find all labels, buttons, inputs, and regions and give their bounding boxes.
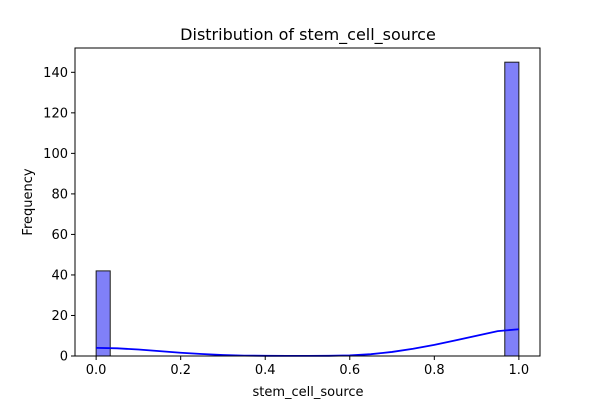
kde-line — [96, 328, 519, 357]
plot-frame — [74, 47, 541, 357]
chart-title: Distribution of stem_cell_source — [180, 25, 436, 45]
x-tick-label: 0.0 — [86, 363, 107, 378]
y-tick-label: 20 — [51, 309, 68, 324]
y-axis-title: Frequency — [21, 168, 36, 235]
x-axis-title: stem_cell_source — [252, 385, 363, 400]
y-tick-label: 100 — [43, 147, 68, 162]
y-tick-label: 40 — [51, 268, 68, 283]
histogram-bar-1 — [504, 61, 520, 357]
histogram-bar-0 — [95, 270, 111, 357]
y-tick-label: 60 — [51, 228, 68, 243]
x-tick-label: 1.0 — [509, 363, 530, 378]
x-tick-label: 0.4 — [255, 363, 276, 378]
x-tick-label: 0.6 — [339, 363, 360, 378]
plot-area — [95, 61, 520, 357]
y-tick-label: 0 — [60, 350, 68, 365]
y-tick-label: 140 — [43, 66, 68, 81]
y-tick-label: 120 — [43, 106, 68, 121]
x-tick-label: 0.8 — [424, 363, 445, 378]
x-tick-label: 0.2 — [170, 363, 191, 378]
y-tick-label: 80 — [51, 187, 68, 202]
